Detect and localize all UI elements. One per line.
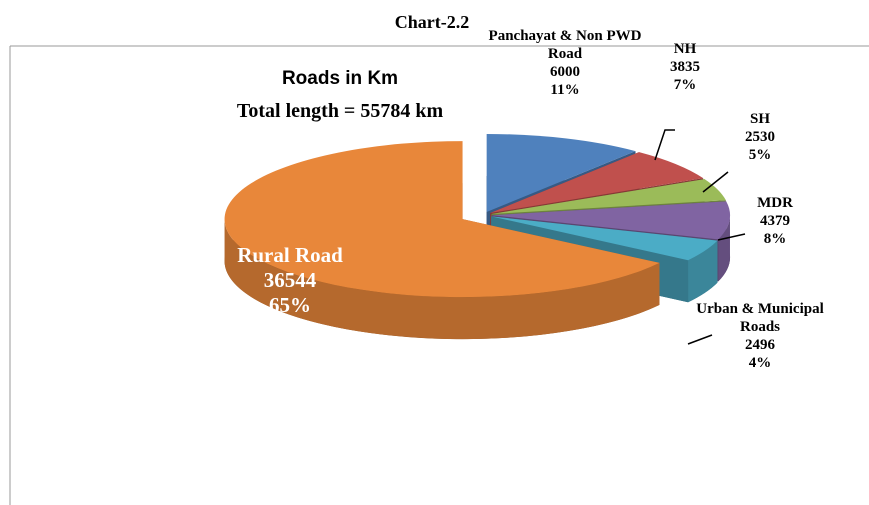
slice-value: 36544 bbox=[263, 268, 317, 292]
leader-line bbox=[654, 129, 675, 161]
data-label: Rural Road 36544 65% bbox=[190, 243, 390, 318]
slice bbox=[490, 152, 704, 213]
slice-name: NH bbox=[673, 41, 697, 57]
slice-percent: 11% bbox=[550, 82, 580, 98]
slice-name: Panchayat & Non PWD Road bbox=[488, 28, 642, 62]
slice-percent: 5% bbox=[748, 147, 772, 163]
slice-percent: 7% bbox=[673, 77, 697, 93]
leader-line bbox=[702, 171, 729, 193]
slice-percent: 65% bbox=[269, 293, 311, 317]
slice-percent: 8% bbox=[763, 231, 787, 247]
slice-percent: 4% bbox=[748, 355, 772, 371]
annotation: Total length = 55784 km bbox=[236, 100, 444, 122]
data-label: MDR 4379 8% bbox=[730, 194, 820, 248]
slice-wall bbox=[224, 219, 660, 340]
pie bbox=[224, 133, 730, 340]
slice bbox=[486, 133, 636, 212]
slice-name: Urban & Municipal Roads bbox=[696, 301, 824, 335]
chart-title: Chart-2.2 bbox=[394, 12, 470, 32]
data-label: NH 3835 7% bbox=[640, 40, 730, 94]
slice-name: Rural Road bbox=[237, 243, 343, 267]
leader-line bbox=[717, 233, 746, 241]
data-label: SH 2530 5% bbox=[720, 110, 800, 164]
slice-wall bbox=[688, 240, 718, 303]
slice bbox=[491, 179, 726, 214]
slice-name: MDR bbox=[757, 195, 793, 211]
slice bbox=[224, 141, 660, 298]
slice bbox=[491, 216, 718, 261]
slice-value: 2496 bbox=[745, 337, 775, 353]
slice-name: SH bbox=[749, 111, 770, 127]
slice-value: 4379 bbox=[760, 213, 790, 229]
slice-value: 6000 bbox=[550, 64, 580, 80]
data-label: Panchayat & Non PWD Road 6000 11% bbox=[470, 27, 660, 99]
slice-value: 3835 bbox=[670, 59, 700, 75]
leader-lines bbox=[654, 129, 746, 345]
slice-wall bbox=[718, 215, 730, 282]
slice bbox=[491, 201, 730, 240]
data-label: Urban & Municipal Roads 2496 4% bbox=[695, 300, 825, 372]
slice-value: 2530 bbox=[745, 129, 775, 145]
subtitle: Roads in Km bbox=[281, 68, 399, 89]
leader-line bbox=[687, 334, 713, 345]
